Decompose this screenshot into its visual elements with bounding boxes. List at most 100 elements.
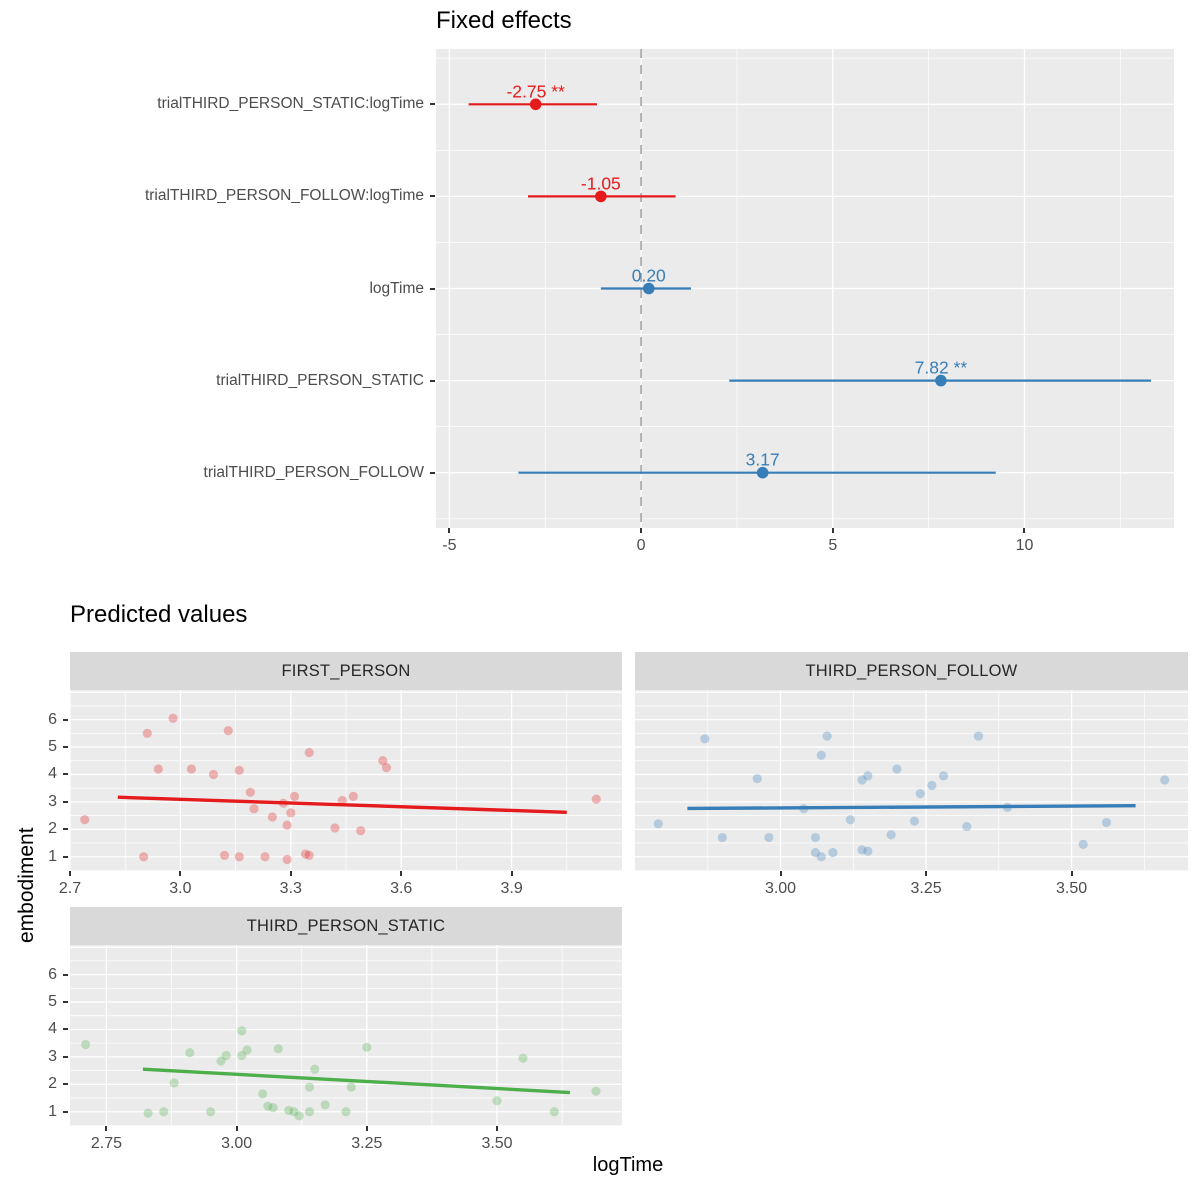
scatter-point <box>362 1042 372 1052</box>
x-tick-label: 3.00 <box>221 1135 253 1152</box>
facet-panel <box>635 690 1188 871</box>
axis-tick <box>831 528 834 533</box>
estimate-label: 0.20 <box>632 266 666 286</box>
scatter-point <box>260 852 270 862</box>
scatter-point <box>289 1107 299 1117</box>
scatter-point <box>81 1039 91 1050</box>
scatter-point <box>857 845 867 855</box>
facet-panel <box>70 690 622 871</box>
estimate-point <box>756 466 769 479</box>
y-tick-label: 2 <box>48 1075 57 1093</box>
estimate-point <box>595 190 607 203</box>
scatter-point <box>223 725 233 736</box>
forest-canvas: -2.75 ** -1.05 0.20 7.82 ** 3.17 <box>436 49 1174 528</box>
scatter-point <box>143 1108 153 1118</box>
scatter-point <box>142 728 152 738</box>
scatter-point <box>717 832 727 843</box>
axis-tick <box>63 855 68 858</box>
scatter-point <box>863 771 873 781</box>
axis-tick <box>448 528 451 533</box>
scatter-point <box>341 1107 351 1117</box>
facet-canvas <box>70 945 622 1126</box>
scatter-point <box>348 791 358 802</box>
scatter-point <box>909 816 920 826</box>
x-tick-label: 3.00 <box>764 880 797 897</box>
axis-tick <box>430 195 435 198</box>
scatter-point <box>330 823 340 833</box>
y-tick-label: 6 <box>48 965 57 983</box>
scatter-point <box>258 1089 268 1099</box>
scatter-point <box>591 794 601 804</box>
trend-line <box>687 804 1136 811</box>
facet-strip: THIRD_PERSON_STATIC <box>70 907 622 945</box>
scatter-point <box>268 1103 278 1113</box>
scatter-point <box>378 756 388 766</box>
scatter-point <box>208 769 219 780</box>
term-label: trialTHIRD_PERSON_FOLLOW:logTime <box>144 187 424 205</box>
term-label: trialTHIRD_PERSON_STATIC:logTime <box>157 95 424 113</box>
y-tick-label: 3 <box>48 1047 57 1065</box>
y-tick-label: 1 <box>48 1102 57 1120</box>
axis-tick <box>63 1055 68 1058</box>
axis-tick <box>63 1083 68 1086</box>
y-tick-label: 4 <box>48 1020 57 1038</box>
axis-tick <box>496 1126 499 1131</box>
term-label: logTime <box>369 279 424 297</box>
scatter-point <box>80 815 90 825</box>
x-tick-label: 2.75 <box>90 1135 122 1152</box>
predicted-values-title: Predicted values <box>70 601 248 628</box>
scatter-point <box>915 789 925 799</box>
scatter-point <box>185 1048 195 1058</box>
x-tick-label: 3.3 <box>279 880 302 897</box>
x-tick-label: 3.25 <box>910 880 942 897</box>
scatter-point <box>810 832 821 843</box>
scatter-point <box>962 821 972 832</box>
scatter-point <box>169 1078 179 1088</box>
facet-canvas <box>635 690 1188 871</box>
axis-tick <box>1023 528 1026 533</box>
y-tick-label: 2 <box>48 820 57 838</box>
scatter-point <box>863 846 873 856</box>
y-tick-label: 1 <box>48 847 57 865</box>
scatter-point <box>816 750 826 760</box>
scatter-point <box>282 854 292 865</box>
estimate-label: 3.17 <box>746 450 780 470</box>
scatter-point <box>938 771 949 781</box>
axis-tick <box>63 746 68 749</box>
scatter-point <box>346 1082 356 1092</box>
scatter-point <box>245 787 255 797</box>
y-tick-label: 3 <box>48 792 57 810</box>
scatter-point <box>810 848 821 858</box>
facet-canvas <box>70 690 622 871</box>
facet-strip-label: THIRD_PERSON_FOLLOW <box>805 661 1018 680</box>
y-axis-title-embodiment: embodiment <box>15 827 38 943</box>
x-tick-label: 3.9 <box>500 880 523 897</box>
scatter-point <box>282 820 292 830</box>
axis-tick <box>430 287 435 290</box>
scatter-point <box>591 1086 601 1096</box>
scatter-point <box>356 826 366 836</box>
scatter-point <box>973 731 984 741</box>
scatter-point <box>237 1026 247 1036</box>
facet-strip: THIRD_PERSON_FOLLOW <box>635 652 1188 690</box>
axis-tick <box>400 871 403 876</box>
scatter-point <box>492 1096 502 1106</box>
scatter-point <box>845 815 855 825</box>
scatter-point <box>1101 817 1112 828</box>
scatter-point <box>237 1050 247 1061</box>
scatter-point <box>273 1044 283 1054</box>
axis-tick <box>235 1126 238 1131</box>
scatter-point <box>337 795 347 806</box>
x-tick-label: -5 <box>442 537 457 554</box>
scatter-point <box>310 1064 320 1074</box>
scatter-point <box>221 1050 231 1061</box>
facet-panel <box>70 945 622 1126</box>
scatter-point <box>153 764 163 774</box>
axis-tick <box>510 871 513 876</box>
facet-strip: FIRST_PERSON <box>70 652 622 690</box>
scatter-point <box>284 1105 294 1115</box>
axis-tick <box>63 973 68 976</box>
forest-term-labels: trialTHIRD_PERSON_STATIC:logTime trialTHI… <box>0 49 430 528</box>
axis-tick <box>63 828 68 831</box>
facet-strip-label: THIRD_PERSON_STATIC <box>246 916 446 935</box>
